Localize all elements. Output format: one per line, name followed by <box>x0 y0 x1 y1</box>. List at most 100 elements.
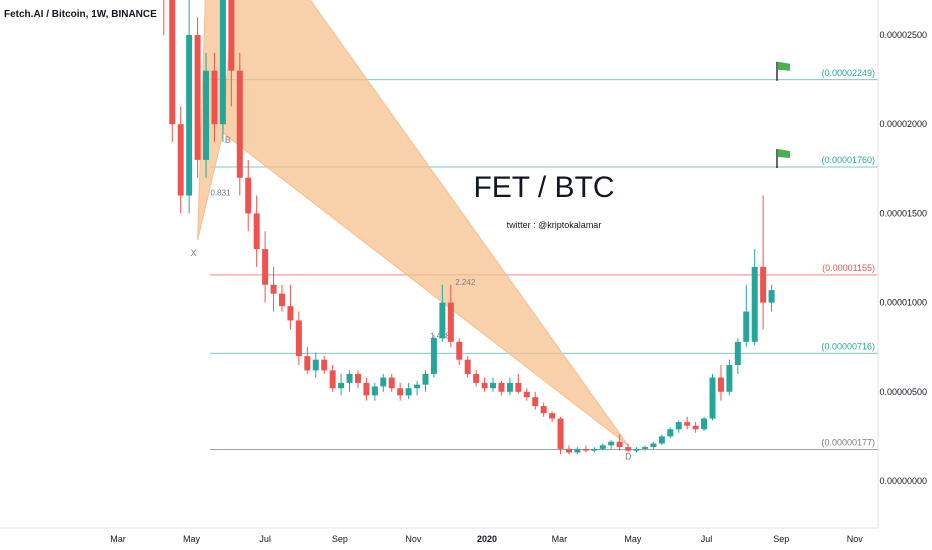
candle-body[interactable] <box>574 448 581 453</box>
y-tick-label: 0.00000500 <box>879 387 927 397</box>
candle-body[interactable] <box>354 373 361 383</box>
candle-body[interactable] <box>236 70 243 178</box>
candle-body[interactable] <box>608 441 615 446</box>
candle-body[interactable] <box>253 213 260 250</box>
candle-body[interactable] <box>709 377 716 419</box>
candle-body[interactable] <box>329 370 336 389</box>
pattern-ratio-label: 2.242 <box>455 278 476 287</box>
candle-body[interactable] <box>380 377 387 387</box>
candle-body[interactable] <box>481 382 488 389</box>
pattern-xab-triangle[interactable] <box>197 0 224 241</box>
candle-body[interactable] <box>633 448 640 451</box>
candle-body[interactable] <box>549 413 556 419</box>
y-tick-label: 0.00000000 <box>879 476 927 486</box>
candle-body[interactable] <box>346 373 353 383</box>
candle-body[interactable] <box>701 418 708 430</box>
candle-body[interactable] <box>675 422 682 430</box>
candle-body[interactable] <box>203 70 210 160</box>
candle-body[interactable] <box>270 284 277 294</box>
candle-body[interactable] <box>566 448 572 453</box>
x-tick-label: Mar <box>110 534 126 544</box>
level-label: (0.00000177) <box>821 437 875 447</box>
target-flags <box>776 61 790 169</box>
candle-body[interactable] <box>194 35 201 160</box>
candle-body[interactable] <box>439 302 446 339</box>
candle-body[interactable] <box>506 382 513 392</box>
candle-body[interactable] <box>515 382 522 392</box>
candle-body[interactable] <box>371 386 378 396</box>
candle-body[interactable] <box>363 382 370 396</box>
candle-body[interactable] <box>321 359 328 371</box>
level-label: (0.00002249) <box>821 68 875 78</box>
candle-body[interactable] <box>228 0 235 71</box>
candle-body[interactable] <box>599 445 606 449</box>
candle-body[interactable] <box>641 447 648 449</box>
candle-body[interactable] <box>388 377 395 389</box>
candle-body[interactable] <box>760 266 767 303</box>
candle-body[interactable] <box>430 338 437 374</box>
candle-body[interactable] <box>177 124 184 196</box>
candle-body[interactable] <box>582 448 589 451</box>
candle-body[interactable] <box>743 311 750 342</box>
level-label: (0.00001760) <box>821 155 875 165</box>
candle-body[interactable] <box>211 70 218 125</box>
candle-body[interactable] <box>768 290 775 303</box>
candle-body[interactable] <box>287 306 294 321</box>
candle-body[interactable] <box>456 341 463 360</box>
candle-body[interactable] <box>473 373 480 383</box>
candle-body[interactable] <box>625 447 632 451</box>
candle-body[interactable] <box>532 397 539 407</box>
pattern-point-label: B <box>225 135 231 145</box>
candle-body[interactable] <box>498 382 505 392</box>
candle-body[interactable] <box>540 406 547 414</box>
flag-icon <box>778 149 790 159</box>
pattern-ratio-label: 0.831 <box>210 189 231 198</box>
candle-body[interactable] <box>734 341 741 366</box>
candle-body[interactable] <box>295 320 302 357</box>
overlay-twitter: twitter : @kriptokalamar <box>507 220 602 230</box>
candle-body[interactable] <box>304 356 311 371</box>
candle-body[interactable] <box>245 177 252 214</box>
pattern-point-label: D <box>625 451 632 461</box>
candle-body[interactable] <box>397 388 404 396</box>
candle-body[interactable] <box>557 418 564 449</box>
candle-body[interactable] <box>422 373 429 385</box>
candle-body[interactable] <box>658 436 665 444</box>
overlay-pair-title: FET / BTC <box>473 171 614 204</box>
candle-body[interactable] <box>186 35 193 196</box>
candle-body[interactable] <box>464 359 471 374</box>
candle-body[interactable] <box>279 293 285 307</box>
y-tick-label: 0.00001000 <box>879 298 927 308</box>
level-label: (0.00001155) <box>822 263 875 273</box>
y-tick-label: 0.00001500 <box>879 208 927 218</box>
candle-body[interactable] <box>650 443 657 448</box>
candle-body[interactable] <box>751 266 758 342</box>
candle-body[interactable] <box>219 0 226 125</box>
candle-body[interactable] <box>726 365 733 392</box>
candle-body[interactable] <box>169 0 176 125</box>
candle-body[interactable] <box>667 429 674 437</box>
candle-body[interactable] <box>523 391 530 398</box>
candle-body[interactable] <box>262 249 269 285</box>
candle-body[interactable] <box>490 382 497 389</box>
candle-body[interactable] <box>338 382 345 389</box>
candle-body[interactable] <box>447 302 454 342</box>
candle-body[interactable] <box>591 448 598 451</box>
x-tick-label: Nov <box>405 534 422 544</box>
candle-body[interactable] <box>405 388 412 396</box>
level-label: (0.00000716) <box>821 341 875 351</box>
y-tick-label: 0.00002500 <box>879 30 927 40</box>
x-tick-label: Sep <box>332 534 348 544</box>
candle-body[interactable] <box>616 441 623 448</box>
price-axis[interactable]: 0.000050000.000045000.000040000.00003500… <box>877 0 927 528</box>
candle-body[interactable] <box>692 425 699 430</box>
candle-body[interactable] <box>414 384 421 389</box>
time-axis[interactable]: Mar May Jul Sep Nov 2020 Mar May Jul Sep Nov <box>0 527 878 544</box>
y-tick-label: 0.00002000 <box>879 119 927 129</box>
candle-body[interactable] <box>312 359 319 371</box>
candle-body[interactable] <box>684 422 691 426</box>
x-tick-label: May <box>183 534 201 544</box>
candle-body[interactable] <box>717 377 724 392</box>
flag-icon <box>778 61 790 71</box>
